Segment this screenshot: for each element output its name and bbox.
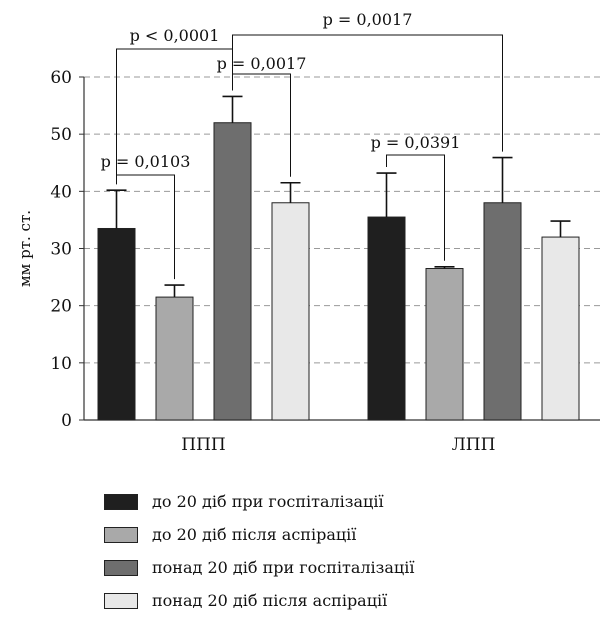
legend-label: до 20 діб після аспірації xyxy=(152,525,357,544)
bar xyxy=(271,202,310,421)
significance-bracket xyxy=(386,154,445,261)
bar xyxy=(367,216,406,421)
bar xyxy=(213,122,252,421)
category-label: ППП xyxy=(181,435,225,455)
y-axis-label: мм рт. ст. xyxy=(16,210,34,287)
legend-item: до 20 діб після аспірації xyxy=(104,518,414,551)
legend-item: до 20 діб при госпіталізації xyxy=(104,485,414,518)
bar xyxy=(155,296,194,421)
significance-label: p < 0,0001 xyxy=(130,26,220,45)
bar xyxy=(97,227,136,421)
significance-label: p = 0,0103 xyxy=(101,152,191,171)
y-tick-label: 0 xyxy=(61,411,72,431)
significance-annotations: p = 0,0103 p < 0,0001 p = 0,0017 p = 0,0017… xyxy=(101,10,503,280)
y-tick-label: 10 xyxy=(50,354,72,374)
bar-chart: 0 10 20 30 40 50 60 мм рт. ст. p = 0,0103 p < 0… xyxy=(16,10,600,455)
category-labels: ППП ЛПП xyxy=(181,435,495,455)
category-label: ЛПП xyxy=(452,435,496,455)
bars xyxy=(97,95,580,421)
legend-item: понад 20 діб при госпіталізації xyxy=(104,551,414,584)
significance-label: p = 0,0391 xyxy=(371,133,461,152)
y-tick-label: 60 xyxy=(50,68,72,88)
legend-swatch xyxy=(104,493,138,510)
significance-label: p = 0,0017 xyxy=(217,54,307,73)
legend: до 20 діб при госпіталізації до 20 діб п… xyxy=(104,485,414,617)
legend-label: до 20 діб при госпіталізації xyxy=(152,492,384,511)
significance-label: p = 0,0017 xyxy=(323,10,413,29)
legend-swatch xyxy=(104,526,138,543)
legend-swatch xyxy=(104,559,138,576)
legend-label: понад 20 діб при госпіталізації xyxy=(152,558,415,577)
y-tick-label: 30 xyxy=(50,240,72,260)
y-tick-labels: 0 10 20 30 40 50 60 xyxy=(50,68,84,431)
y-tick-label: 50 xyxy=(50,125,72,145)
bar xyxy=(541,236,580,421)
legend-swatch xyxy=(104,592,138,609)
legend-label: понад 20 діб після аспірації xyxy=(152,591,388,610)
significance-bracket xyxy=(232,34,503,152)
y-tick-label: 40 xyxy=(50,182,72,202)
y-tick-label: 20 xyxy=(50,297,72,317)
bar xyxy=(483,202,522,421)
legend-item: понад 20 діб після аспірації xyxy=(104,584,414,617)
bar xyxy=(425,268,464,421)
